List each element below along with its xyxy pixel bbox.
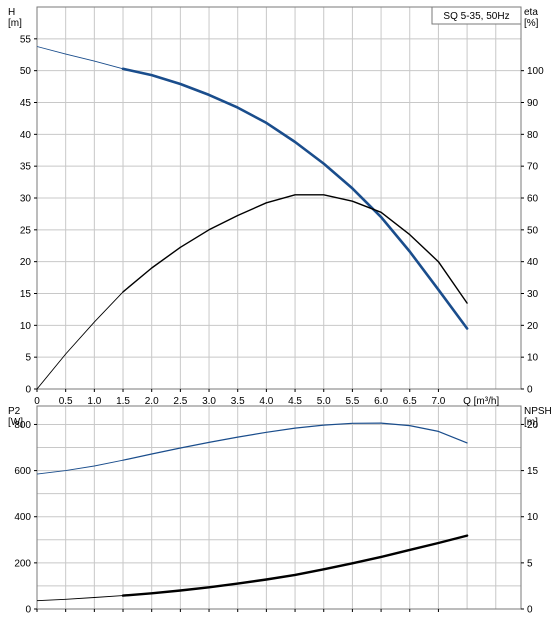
x-tick-label: 2.0	[145, 396, 159, 407]
x-tick-label: 6.5	[403, 396, 417, 407]
x-tick-label: 3.5	[231, 396, 245, 407]
y-tick-label-left: 45	[20, 98, 32, 109]
y-tick-label-left: 35	[20, 162, 32, 173]
y-axis-label-left-unit: [W]	[8, 417, 23, 428]
y-tick-label-left: 0	[25, 385, 31, 396]
y-axis-label-right-unit: [m]	[524, 417, 538, 428]
x-tick-label: 3.0	[202, 396, 216, 407]
y-tick-label-left: 800	[14, 420, 31, 431]
y-tick-label-left: 10	[20, 321, 32, 332]
chart-title-box	[431, 6, 522, 25]
npsh-curve	[121, 534, 469, 597]
power-curve-thin-segment	[36, 459, 124, 475]
y-axis-label-left-unit: [m]	[8, 18, 22, 29]
y-tick-label-right: 60	[527, 194, 539, 205]
y-tick-label-right: 10	[527, 353, 539, 364]
y-tick-label-right: 20	[527, 420, 539, 431]
x-tick-label: 2.5	[173, 396, 187, 407]
x-tick-label: 1.5	[116, 396, 130, 407]
y-tick-label-left: 15	[20, 289, 32, 300]
x-tick-label: 4.0	[259, 396, 273, 407]
head-curve-thin-segment	[36, 46, 124, 70]
y-tick-label-left: 600	[14, 466, 31, 477]
x-tick-label: 4.5	[288, 396, 302, 407]
y-tick-label-right: 0	[527, 385, 533, 396]
x-tick-label: 0	[34, 396, 40, 407]
x-tick-label: 5.5	[345, 396, 359, 407]
y-tick-label-right: 30	[527, 289, 539, 300]
y-axis-label-left: H	[8, 7, 15, 18]
y-tick-label-right: 90	[527, 98, 539, 109]
y-axis-label-right: eta	[524, 7, 538, 18]
efficiency-curve-thin-segment	[36, 291, 124, 390]
head-curve	[121, 67, 469, 330]
y-tick-label-left: 25	[20, 225, 32, 236]
x-tick-label: 5.0	[317, 396, 331, 407]
y-tick-label-right: 80	[527, 130, 539, 141]
efficiency-curve	[122, 194, 468, 304]
y-tick-label-right: 40	[527, 257, 539, 268]
power-curve	[122, 422, 468, 461]
x-axis-label: Q [m³/h]	[463, 396, 499, 407]
y-tick-label-left: 50	[20, 66, 32, 77]
y-tick-label-right: 20	[527, 321, 539, 332]
y-tick-label-right: 5	[527, 558, 533, 569]
y-tick-label-left: 200	[14, 558, 31, 569]
y-tick-label-right: 70	[527, 162, 539, 173]
y-axis-label-right-unit: [%]	[524, 18, 539, 29]
y-tick-label-left: 0	[25, 605, 31, 616]
x-tick-label: 1.0	[87, 396, 101, 407]
y-tick-label-left: 5	[25, 353, 31, 364]
y-tick-label-right: 10	[527, 512, 539, 523]
y-tick-label-left: 40	[20, 130, 32, 141]
y-tick-label-left: 400	[14, 512, 31, 523]
y-axis-label-left: P2	[8, 406, 21, 417]
y-tick-label-right: 50	[527, 225, 539, 236]
x-tick-label: 0.5	[59, 396, 73, 407]
y-tick-label-left: 30	[20, 194, 32, 205]
y-axis-label-right: NPSH	[524, 406, 552, 417]
plot-frame	[36, 405, 522, 610]
y-tick-label-left: 20	[20, 257, 32, 268]
x-tick-label: 7.0	[431, 396, 445, 407]
x-tick-label: 6.0	[374, 396, 388, 407]
y-tick-label-right: 0	[527, 605, 533, 616]
chart-title: SQ 5-35, 50Hz	[443, 11, 509, 22]
npsh-curve-thin-segment	[36, 595, 124, 602]
y-tick-label-right: 100	[527, 66, 544, 77]
y-tick-label-right: 15	[527, 466, 539, 477]
y-tick-label-left: 55	[20, 34, 32, 45]
